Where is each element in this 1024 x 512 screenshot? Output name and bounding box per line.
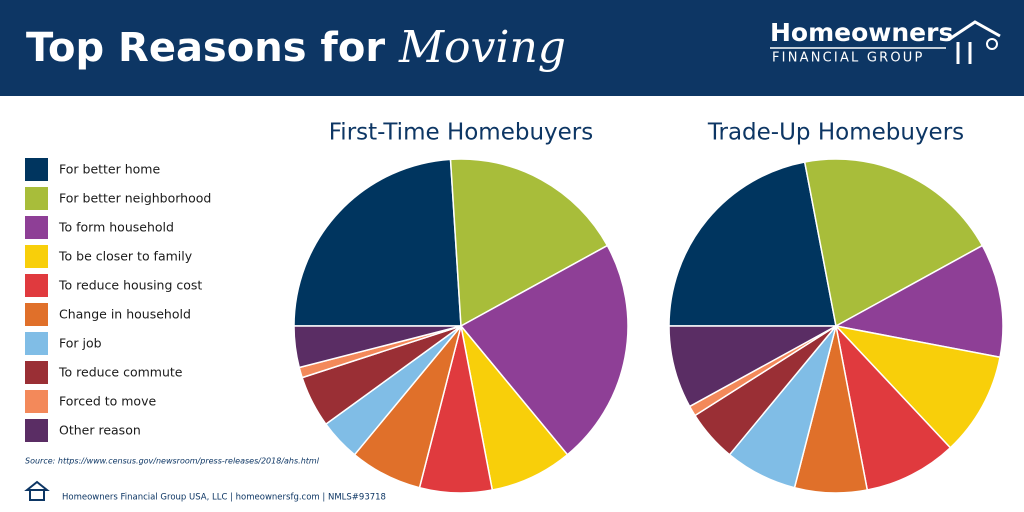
pie-slice (449, 158, 609, 327)
pie-slice (835, 325, 1001, 449)
legend-swatch (25, 158, 48, 181)
legend-label: To reduce housing cost (58, 278, 202, 293)
legend-swatch (25, 245, 48, 268)
legend-label: Forced to move (59, 394, 156, 409)
pie-slice (293, 325, 462, 369)
legend-label: To form household (58, 220, 174, 235)
legend-swatch (25, 216, 48, 239)
legend-swatch (25, 187, 48, 210)
title: Top Reasons for Moving (26, 22, 566, 73)
legend-swatch (25, 274, 48, 297)
title-emphasis: Moving (398, 22, 566, 73)
charts: First-Time Homebuyers Trade-Up Homebuyers (293, 120, 1004, 494)
chart-title: First-Time Homebuyers (329, 120, 594, 146)
legend-label: For job (59, 336, 102, 351)
legend-label: For better home (59, 162, 160, 177)
house-window (986, 38, 998, 50)
logo-house (947, 20, 1001, 64)
house-walls (956, 42, 972, 64)
house-roof (947, 20, 1001, 42)
legend-swatch (25, 361, 48, 384)
legend-swatch (25, 332, 48, 355)
pie-slice (460, 244, 629, 456)
pie-slice (668, 161, 837, 327)
legend-swatch (25, 419, 48, 442)
logo-name: Homeowners (770, 18, 953, 47)
pie-slice (835, 325, 952, 491)
legend-label: To be closer to family (58, 249, 193, 264)
legend: For better home For better neighborhood To… (25, 158, 211, 442)
pie-slice (293, 158, 462, 327)
pie-slice (835, 244, 1004, 359)
footer: Homeowners Financial Group USA, LLC | ho… (62, 493, 386, 503)
legend-label: Other reason (59, 423, 141, 438)
equal-housing-icon (24, 480, 50, 501)
chart-title: Trade-Up Homebuyers (707, 120, 964, 146)
legend-swatch (25, 303, 48, 326)
source: Source: https://www.census.gov/newsroom/… (25, 457, 320, 466)
legend-label: Change in household (59, 307, 191, 322)
pie-slice (668, 325, 837, 408)
legend-label: To reduce commute (58, 365, 183, 380)
legend-label: For better neighborhood (59, 191, 211, 206)
title-text: Top Reasons for (26, 25, 385, 71)
icon-box (29, 489, 45, 501)
legend-swatch (25, 390, 48, 413)
logo-sub: FINANCIAL GROUP (772, 51, 925, 66)
pie-slice (803, 158, 984, 327)
